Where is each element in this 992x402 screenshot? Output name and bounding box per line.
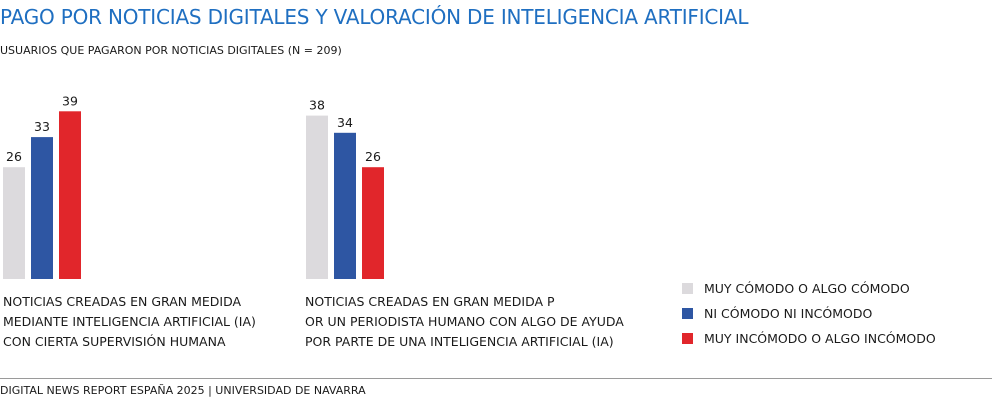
chart-title: PAGO POR NOTICIAS DIGITALES Y VALORACIÓN… [0, 5, 749, 29]
chart-subtitle: USUARIOS QUE PAGARON POR NOTICIAS DIGITA… [0, 44, 342, 57]
legend-swatch [682, 283, 693, 294]
bar-value-label: 34 [337, 115, 353, 130]
legend-label: NI CÓMODO NI INCÓMODO [704, 306, 873, 321]
footer-divider [0, 378, 992, 379]
legend-swatch [682, 308, 693, 319]
bar-g1-s1 [3, 167, 25, 279]
category-label-line: POR PARTE DE UNA INTELIGENCIA ARTIFICIAL… [305, 334, 614, 349]
legend-label: MUY INCÓMODO O ALGO INCÓMODO [704, 331, 936, 346]
legend-item-neutral: NI CÓMODO NI INCÓMODO [682, 301, 936, 326]
legend-item-comodo: MUY CÓMODO O ALGO CÓMODO [682, 276, 936, 301]
category-label-line: CON CIERTA SUPERVISIÓN HUMANA [3, 334, 226, 349]
bar-chart: 26 33 39 38 34 26 [3, 93, 384, 279]
category-label-ia-supervision: NOTICIAS CREADAS EN GRAN MEDIDA MEDIANTE… [3, 292, 256, 352]
category-label-human-journalist: NOTICIAS CREADAS EN GRAN MEDIDA P OR UN … [305, 292, 624, 352]
bar-g1-s3 [59, 111, 81, 279]
bar-g1-s2 [31, 137, 53, 279]
legend-item-incomodo: MUY INCÓMODO O ALGO INCÓMODO [682, 326, 936, 351]
bar-g2-s1 [306, 115, 328, 279]
category-label-line: NOTICIAS CREADAS EN GRAN MEDIDA P [305, 294, 555, 309]
bar-value-label: 26 [365, 149, 381, 164]
chart-legend: MUY CÓMODO O ALGO CÓMODO NI CÓMODO NI IN… [682, 276, 936, 351]
category-label-line: OR UN PERIODISTA HUMANO CON ALGO DE AYUD… [305, 314, 624, 329]
bar-value-label: 38 [309, 98, 325, 113]
category-label-line: MEDIANTE INTELIGENCIA ARTIFICIAL (IA) [3, 314, 256, 329]
bar-g2-s3 [362, 167, 384, 279]
category-label-line: NOTICIAS CREADAS EN GRAN MEDIDA [3, 294, 242, 309]
legend-swatch [682, 333, 693, 344]
bar-g2-s2 [334, 132, 356, 279]
bar-value-label: 26 [6, 149, 22, 164]
bar-value-label: 39 [62, 93, 78, 108]
bar-value-label: 33 [34, 119, 50, 134]
legend-label: MUY CÓMODO O ALGO CÓMODO [704, 281, 910, 296]
source-footer: DIGITAL NEWS REPORT ESPAÑA 2025 | UNIVER… [0, 384, 366, 397]
